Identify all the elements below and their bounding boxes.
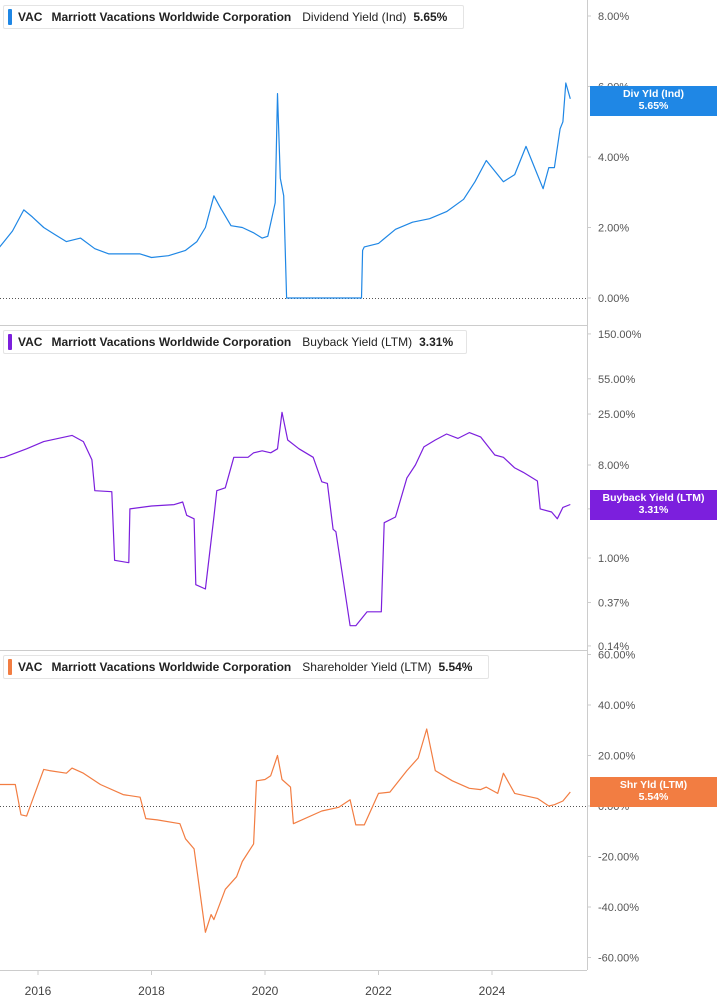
legend-value: 3.31% xyxy=(419,335,454,349)
legend-metric: Dividend Yield (Ind) xyxy=(302,10,407,24)
y-tick-label: 60.00% xyxy=(598,650,636,662)
value-tag-buyback: Buyback Yield (LTM) 3.31% xyxy=(590,490,717,520)
series-line-dividend xyxy=(0,82,571,299)
value-tag-value: 5.54% xyxy=(638,791,669,803)
legend-ticker: VAC xyxy=(18,660,43,674)
y-tick-label: 150.00% xyxy=(598,329,642,341)
legend-swatch-buyback xyxy=(8,334,12,350)
value-tag-label: Shr Yld (LTM) xyxy=(619,779,688,791)
y-tick-label: 25.00% xyxy=(598,409,636,421)
y-tick-label: 1.00% xyxy=(598,553,629,565)
value-tag-dividend: Div Yld (Ind) 5.65% xyxy=(590,86,717,116)
legend-metric: Buyback Yield (LTM) xyxy=(302,335,413,349)
legend-company: Marriott Vacations Worldwide Corporation xyxy=(51,660,292,674)
value-tag-label: Div Yld (Ind) xyxy=(622,88,685,100)
legend-ticker: VAC xyxy=(18,335,43,349)
legend-dividend[interactable]: VAC Marriott Vacations Worldwide Corpora… xyxy=(3,5,464,29)
series-line-buyback xyxy=(0,411,571,627)
value-tag-value: 5.65% xyxy=(638,100,669,112)
x-tick-label: 2024 xyxy=(479,984,506,998)
legend-ticker: VAC xyxy=(18,10,43,24)
y-tick-label: 2.00% xyxy=(598,223,629,235)
legend-company: Marriott Vacations Worldwide Corporation xyxy=(51,335,292,349)
y-tick-label: -60.00% xyxy=(598,953,639,965)
y-tick-label: 55.00% xyxy=(598,374,636,386)
y-tick-label: 0.37% xyxy=(598,597,629,609)
legend-value: 5.54% xyxy=(438,660,473,674)
value-tag-value: 3.31% xyxy=(638,504,669,516)
y-tick-label: 0.14% xyxy=(598,641,629,653)
legend-value: 5.65% xyxy=(413,10,448,24)
legend-swatch-shareholder xyxy=(8,659,12,675)
legend-swatch-dividend xyxy=(8,9,12,25)
y-tick-label: 40.00% xyxy=(598,700,636,712)
y-tick-label: 8.00% xyxy=(598,11,629,23)
value-tag-shareholder: Shr Yld (LTM) 5.54% xyxy=(590,777,717,807)
y-tick-label: 0.00% xyxy=(598,293,629,305)
legend-company: Marriott Vacations Worldwide Corporation xyxy=(51,10,292,24)
y-tick-label: 4.00% xyxy=(598,152,629,164)
legend-shareholder[interactable]: VAC Marriott Vacations Worldwide Corpora… xyxy=(3,655,489,679)
legend-buyback[interactable]: VAC Marriott Vacations Worldwide Corpora… xyxy=(3,330,467,354)
y-tick-label: -20.00% xyxy=(598,852,639,864)
x-tick-label: 2018 xyxy=(138,984,165,998)
legend-metric: Shareholder Yield (LTM) xyxy=(302,660,432,674)
series-line-shareholder xyxy=(0,728,571,933)
x-tick-label: 2016 xyxy=(25,984,52,998)
y-tick-label: 20.00% xyxy=(598,751,636,763)
x-tick-label: 2022 xyxy=(365,984,392,998)
y-tick-label: 8.00% xyxy=(598,460,629,472)
x-tick-label: 2020 xyxy=(252,984,279,998)
value-tag-label: Buyback Yield (LTM) xyxy=(602,492,705,504)
y-tick-label: -40.00% xyxy=(598,902,639,914)
